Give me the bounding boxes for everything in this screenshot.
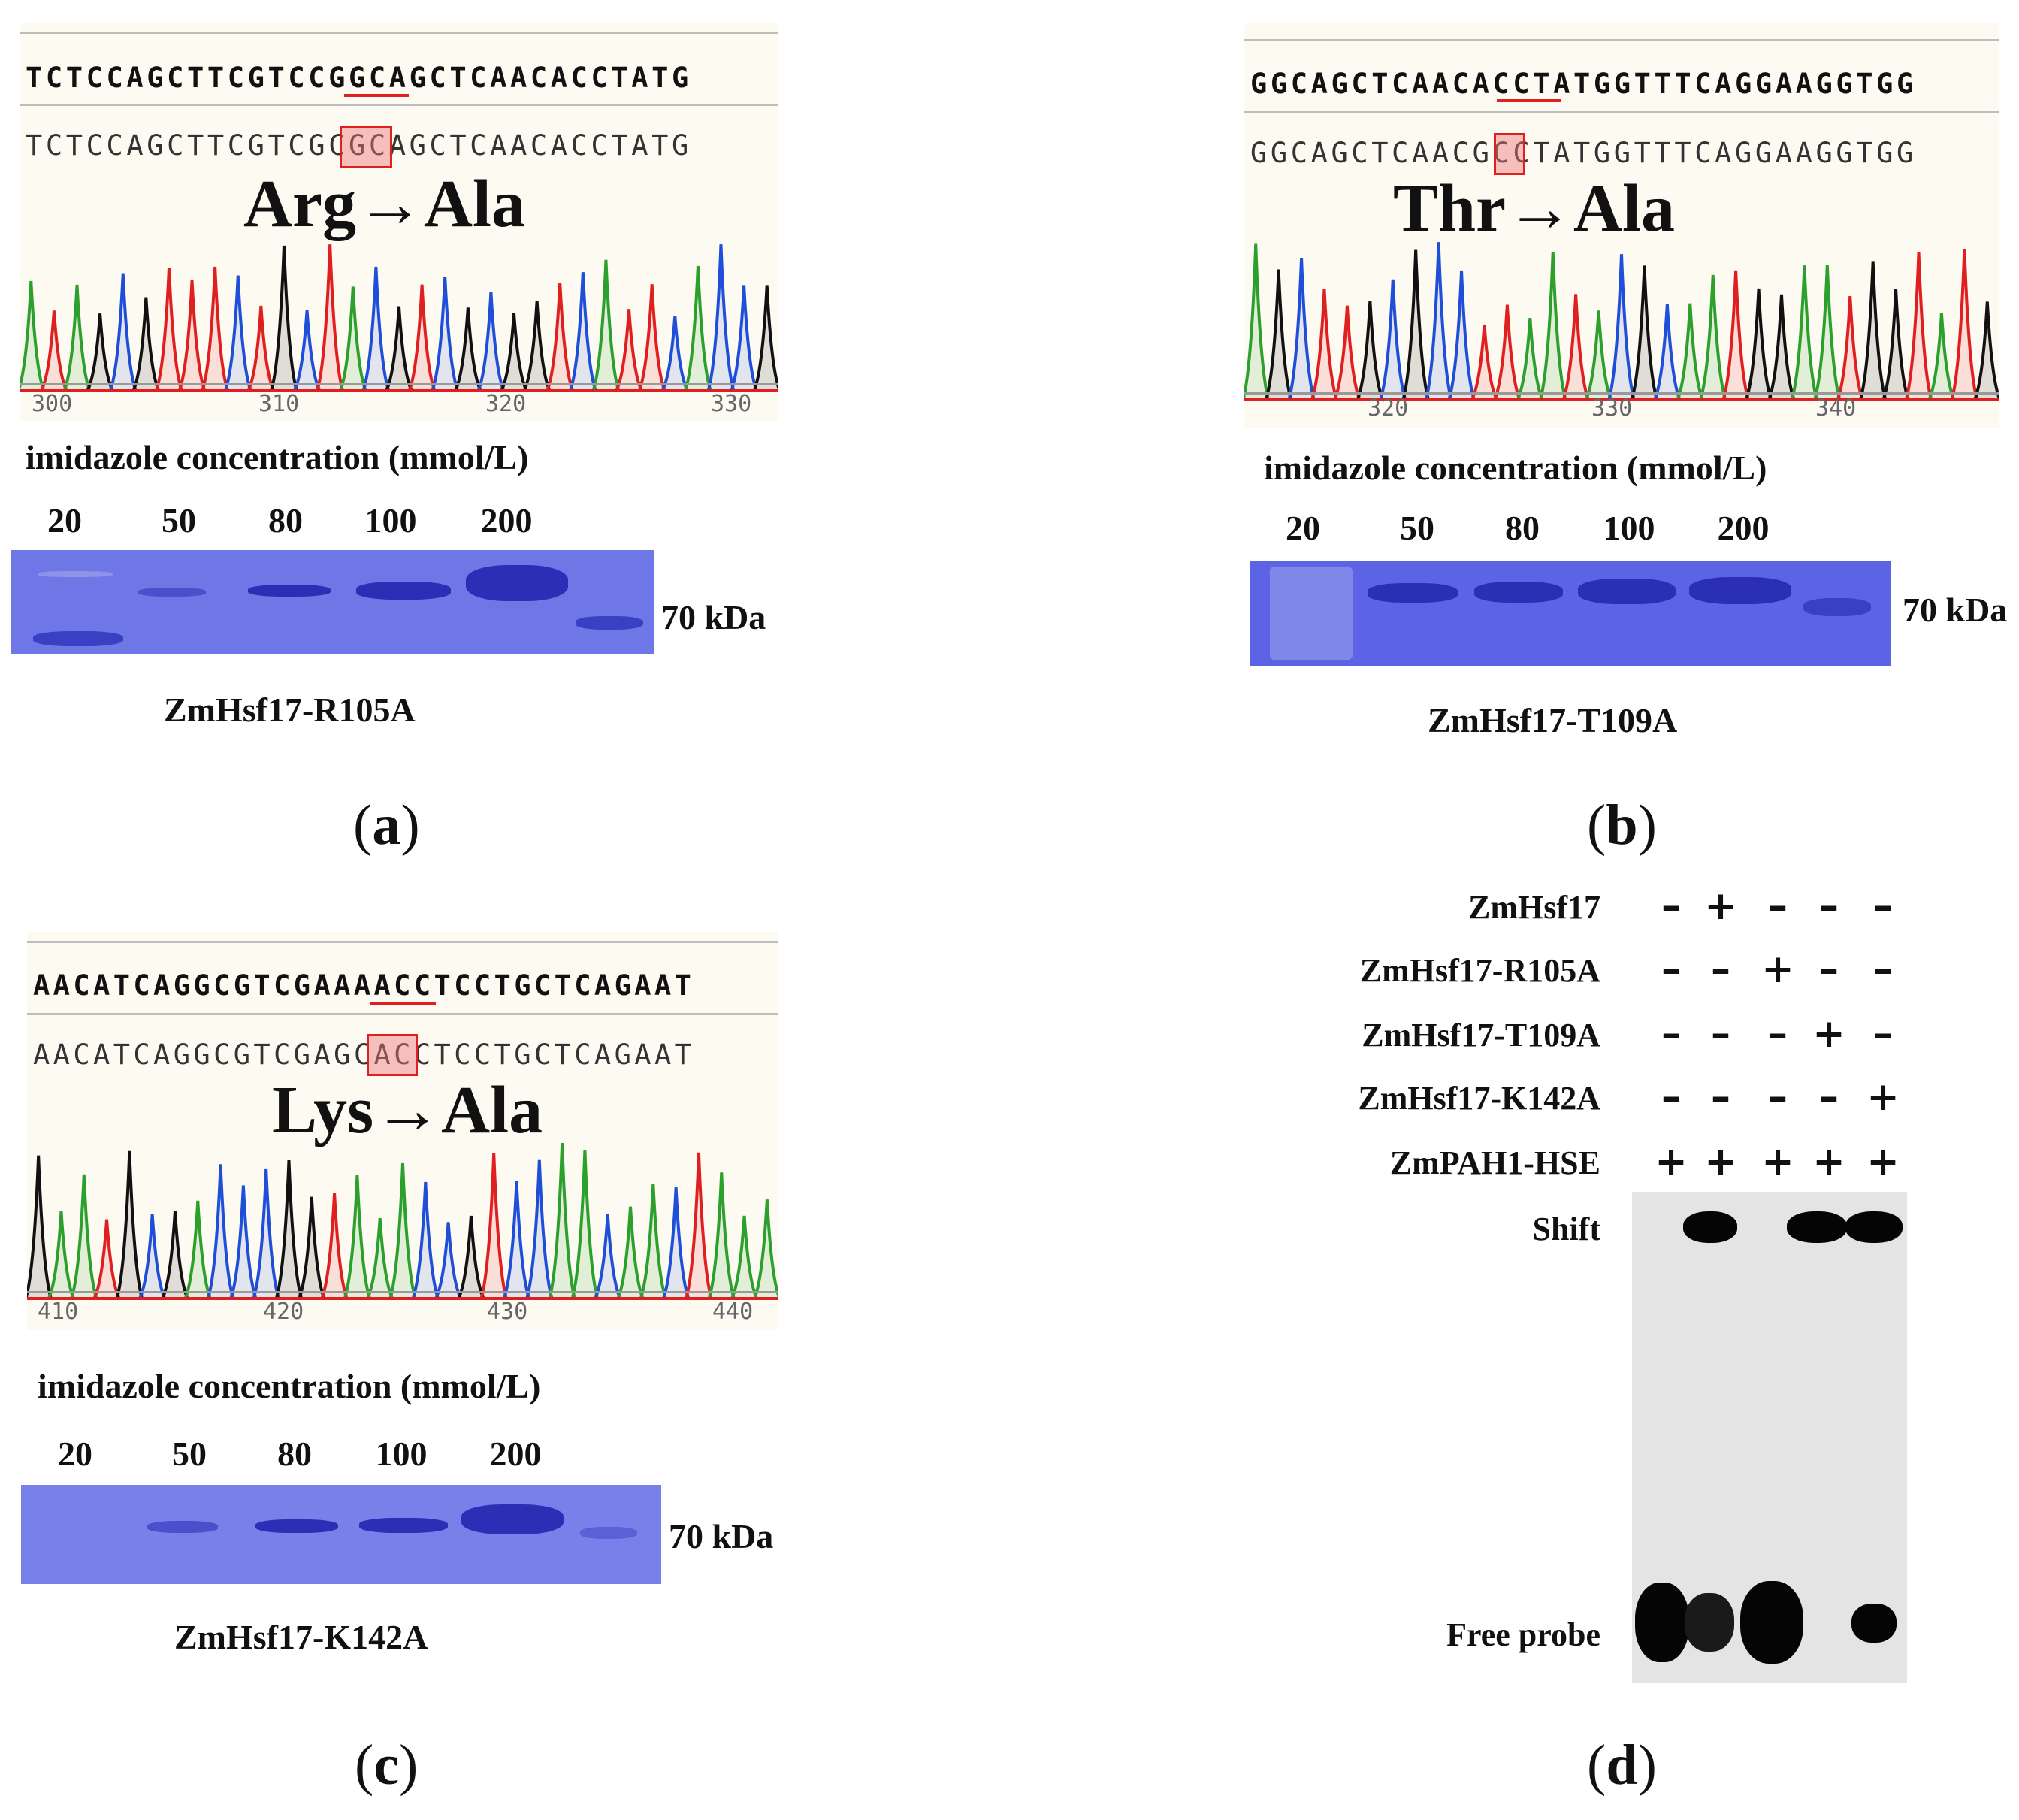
- emsa-sign: –: [1661, 947, 1681, 992]
- marker-label-c: 70 kDa: [669, 1517, 774, 1555]
- emsa-sign: +: [1812, 1011, 1845, 1057]
- emsa-sign: –: [1873, 884, 1893, 929]
- emsa-row-label: ZmHsf17-K142A: [1358, 1080, 1600, 1117]
- emsa-sign: +: [1761, 1139, 1794, 1184]
- marker-label-a: 70 kDa: [661, 598, 766, 636]
- mutant-sequence-b: GGCAGCTCAACGCCTATGGTTTCAGGAAGGTGG: [1250, 137, 1917, 169]
- emsa-sign: –: [1661, 1075, 1681, 1120]
- sds-page-gel-c: [21, 1485, 661, 1584]
- emsa-sign: –: [1768, 884, 1788, 929]
- emsa-sign: –: [1768, 1011, 1788, 1057]
- panel-label-b: (b): [1587, 794, 1657, 857]
- emsa-sign: –: [1819, 884, 1839, 929]
- mutant-sequence-c: AACATCAGGCGTCGAGCACCTCCTGCTCAGAAT: [33, 1038, 695, 1071]
- emsa-sign: –: [1661, 1011, 1681, 1057]
- emsa-sign: +: [1866, 1139, 1900, 1184]
- mutation-label-c: Lys→Ala: [272, 1073, 543, 1147]
- emsa-sign: +: [1704, 1139, 1737, 1184]
- emsa-sign: +: [1761, 947, 1794, 992]
- emsa-sign: –: [1711, 1011, 1730, 1057]
- construct-name-a: ZmHsf17-R105A: [164, 691, 416, 729]
- emsa-row-label: ZmHsf17-T109A: [1362, 1017, 1600, 1054]
- chromatogram-a: TCTCCAGCTTCGTCCGGCAGCTCAACACCTATG TCTCCA…: [20, 23, 778, 421]
- emsa-row-label: ZmHsf17-R105A: [1359, 952, 1600, 989]
- shift-label: Shift: [1532, 1211, 1600, 1247]
- emsa-row-label: ZmHsf17: [1468, 889, 1600, 926]
- emsa-sign: +: [1812, 1139, 1845, 1184]
- imidazole-title-b: imidazole concentration (mmol/L): [1264, 449, 1767, 487]
- imidazole-title-c: imidazole concentration (mmol/L): [38, 1367, 541, 1405]
- emsa-sign: –: [1768, 1075, 1788, 1120]
- panel-label-a: (a): [353, 794, 420, 857]
- emsa-sign: +: [1866, 1075, 1900, 1120]
- emsa-sign: –: [1819, 947, 1839, 992]
- trace-b: [1244, 242, 1999, 401]
- emsa-sign: –: [1873, 947, 1893, 992]
- construct-name-c: ZmHsf17-K142A: [174, 1618, 428, 1656]
- emsa-sign: –: [1661, 884, 1681, 929]
- chromatogram-b: GGCAGCTCAACACCTATGGTTTCAGGAAGGTGG GGCAGC…: [1244, 23, 1999, 428]
- chromatogram-c: AACATCAGGCGTCGAAAACCTCCTGCTCAGAAT AACATC…: [27, 932, 778, 1330]
- reference-sequence-c: AACATCAGGCGTCGAAAACCTCCTGCTCAGAAT: [33, 969, 695, 1002]
- free-probe-label: Free probe: [1446, 1616, 1600, 1653]
- emsa-sign: +: [1655, 1139, 1688, 1184]
- panel-label-d: (d): [1587, 1734, 1657, 1797]
- mutation-label-a: Arg→Ala: [243, 167, 525, 241]
- sds-page-gel-a: [11, 550, 654, 654]
- reference-sequence-b: GGCAGCTCAACACCTATGGTTTCAGGAAGGTGG: [1250, 68, 1917, 100]
- emsa-sign: –: [1711, 947, 1730, 992]
- sds-page-gel-b: [1250, 561, 1891, 666]
- construct-name-b: ZmHsf17-T109A: [1428, 701, 1678, 739]
- mutation-label-b: Thr→Ala: [1393, 171, 1676, 246]
- mutant-sequence-a: TCTCCAGCTTCGTCGCGCAGCTCAACACCTATG: [26, 129, 692, 162]
- panel-label-c: (c): [355, 1734, 419, 1797]
- emsa-sign: +: [1704, 884, 1737, 929]
- reference-sequence-a: TCTCCAGCTTCGTCCGGCAGCTCAACACCTATG: [26, 62, 692, 94]
- trace-c: [27, 1143, 778, 1300]
- imidazole-title-a: imidazole concentration (mmol/L): [26, 438, 529, 476]
- trace-a: [20, 244, 778, 392]
- marker-label-b: 70 kDa: [1903, 591, 2008, 629]
- emsa-sign: –: [1873, 1011, 1893, 1057]
- emsa-sign: –: [1711, 1075, 1730, 1120]
- emsa-gel: [1632, 1192, 1907, 1683]
- emsa-row-label: ZmPAH1-HSE: [1389, 1144, 1600, 1181]
- emsa-sign: –: [1819, 1075, 1839, 1120]
